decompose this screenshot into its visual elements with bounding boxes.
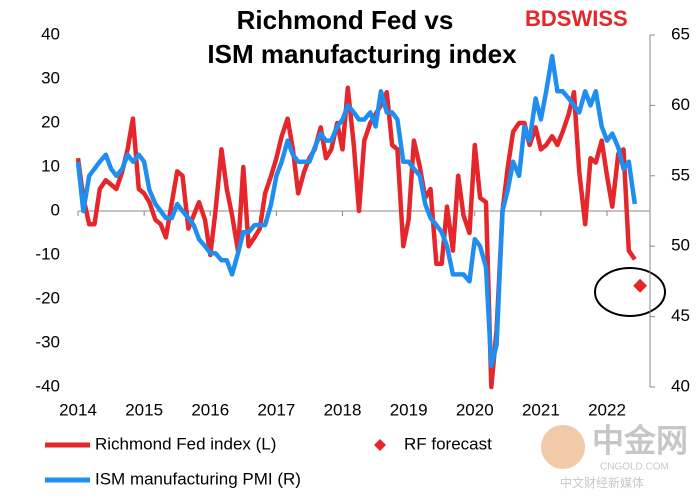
- x-tick-label: 2022: [588, 400, 626, 419]
- legend-label: Richmond Fed index (L): [95, 434, 276, 453]
- x-tick-label: 2016: [191, 400, 229, 419]
- watermark-icon: [541, 425, 585, 469]
- watermark-name: 中金网: [592, 422, 688, 458]
- y2-tick-label: 60: [671, 95, 690, 114]
- y2-tick-label: 55: [671, 165, 690, 184]
- x-tick-label: 2015: [125, 400, 163, 419]
- watermark-site: CNGOLD.COM: [600, 462, 669, 473]
- legend-marker: [374, 439, 386, 451]
- x-tick-label: 2021: [522, 400, 560, 419]
- y-tick-label: 40: [41, 24, 60, 43]
- y-tick-label: 0: [51, 200, 60, 219]
- y2-tick-label: 45: [671, 306, 690, 325]
- highlight-circle: [594, 267, 666, 317]
- y2-tick-label: 40: [671, 376, 690, 395]
- y2-tick-label: 50: [671, 236, 690, 255]
- watermark-tagline: 中文财经新媒体: [560, 475, 644, 490]
- x-tick-label: 2018: [324, 400, 362, 419]
- chart-title: Richmond Fed vs: [237, 5, 454, 35]
- y2-tick-label: 65: [671, 24, 690, 43]
- legend-label: ISM manufacturing PMI (R): [95, 469, 301, 488]
- y-tick-label: -20: [35, 288, 60, 307]
- y-tick-label: 10: [41, 156, 60, 175]
- watermark: 中金网 CNGOLD.COM 中文财经新媒体: [541, 422, 688, 490]
- legend-label: RF forecast: [404, 434, 492, 453]
- x-tick-label: 2020: [456, 400, 494, 419]
- y-tick-label: -30: [35, 332, 60, 351]
- forecast-marker: [633, 278, 648, 293]
- y-tick-label: -40: [35, 376, 60, 395]
- y-tick-label: -10: [35, 244, 60, 263]
- chart-title: ISM manufacturing index: [207, 39, 517, 69]
- y-tick-label: 20: [41, 112, 60, 131]
- x-tick-label: 2014: [59, 400, 97, 419]
- y-tick-label: 30: [41, 68, 60, 87]
- x-tick-label: 2019: [390, 400, 428, 419]
- series-line: [75, 53, 638, 369]
- series-line: [75, 85, 637, 390]
- logo: BDSWISS: [525, 6, 628, 31]
- x-tick-label: 2017: [257, 400, 295, 419]
